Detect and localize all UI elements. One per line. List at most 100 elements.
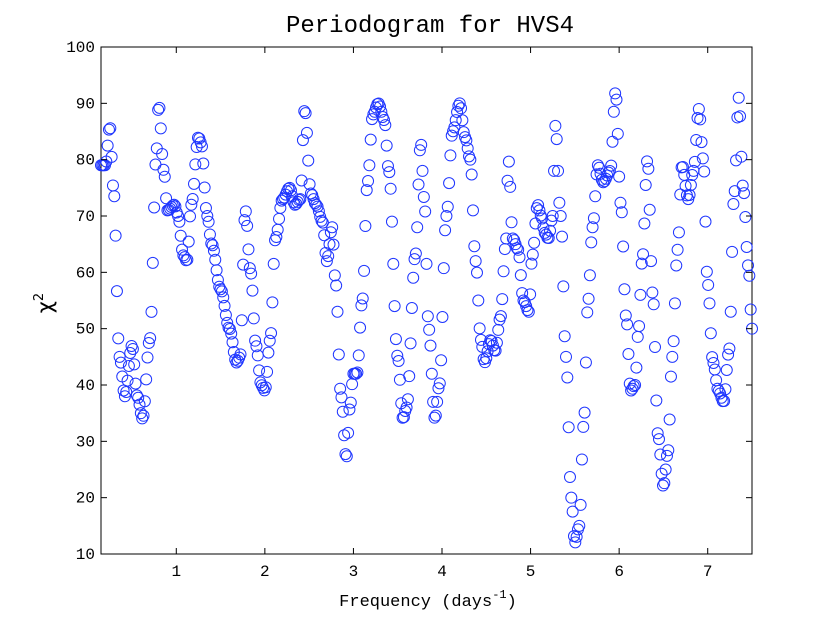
data-point (524, 288, 537, 301)
data-point (322, 250, 335, 263)
data-point (295, 174, 308, 187)
data-point (320, 255, 333, 268)
data-point (667, 335, 680, 348)
data-point (516, 287, 529, 300)
data-point (420, 257, 433, 270)
data-point (618, 283, 631, 296)
data-point (490, 336, 503, 349)
data-point (734, 110, 747, 123)
data-point (113, 350, 126, 363)
data-point (324, 226, 337, 239)
data-point (626, 382, 639, 395)
data-point (464, 153, 477, 166)
data-point (249, 334, 262, 347)
data-point (469, 255, 482, 268)
data-point (210, 264, 223, 277)
data-point (275, 194, 288, 207)
axis-ticks: 1 2 3 4 5 6 7 10 20 30 40 50 60 70 80 90 100 (66, 39, 752, 581)
data-point (122, 359, 135, 372)
data-point (239, 205, 252, 218)
data-point (502, 155, 515, 168)
data-point (428, 411, 441, 424)
data-point (198, 181, 211, 194)
data-point (641, 155, 654, 168)
data-point (157, 163, 170, 176)
data-point (214, 283, 227, 296)
data-point (501, 174, 514, 187)
data-point (627, 380, 640, 393)
data-point (250, 340, 263, 353)
data-point (621, 318, 634, 331)
data-point (448, 121, 461, 134)
data-point (243, 262, 256, 275)
data-point (315, 214, 328, 227)
data-point (512, 243, 525, 256)
data-point (732, 91, 745, 104)
data-point (425, 367, 438, 380)
data-point (642, 162, 655, 175)
data-point (358, 264, 371, 277)
data-point (409, 247, 422, 260)
data-point (492, 323, 505, 336)
x-axis-label-superscript: -1 (492, 588, 506, 602)
data-point (246, 284, 259, 297)
data-point (261, 365, 274, 378)
data-point (173, 215, 186, 228)
data-point (653, 433, 665, 446)
data-point (160, 192, 173, 205)
data-point (146, 256, 159, 269)
data-point (578, 406, 591, 419)
data-point (387, 257, 400, 270)
data-point (690, 133, 703, 146)
data-point (384, 182, 397, 195)
data-point (656, 479, 669, 492)
data-point (726, 245, 739, 258)
data-point (643, 203, 656, 216)
data-point (706, 351, 719, 364)
data-point (101, 139, 114, 152)
data-point (444, 149, 457, 162)
data-point (130, 389, 143, 402)
data-point (225, 327, 238, 340)
data-point (456, 114, 469, 127)
data-point (296, 134, 309, 147)
data-point (460, 134, 473, 147)
y-axis-label-text: χ (33, 301, 57, 313)
data-point (617, 240, 630, 253)
x-axis-label-text: Frequency (days (339, 593, 492, 612)
data-point (284, 184, 297, 197)
data-point (646, 286, 659, 299)
data-point (557, 280, 570, 293)
data-point (528, 236, 541, 249)
data-point (121, 374, 134, 387)
data-point (266, 296, 279, 309)
data-point (416, 164, 429, 177)
data-point (441, 200, 454, 213)
data-point (195, 140, 208, 153)
x-tick-label: 4 (437, 563, 447, 581)
data-point (522, 305, 535, 318)
data-point (383, 166, 396, 179)
data-point (563, 471, 576, 484)
data-point (440, 210, 453, 222)
data-point (550, 133, 563, 146)
data-point (607, 105, 620, 118)
data-point (467, 204, 479, 217)
y-tick-label: 80 (76, 152, 95, 170)
data-point (211, 273, 224, 286)
y-tick-label: 30 (76, 433, 95, 451)
data-point (148, 201, 161, 214)
data-point (104, 122, 117, 135)
data-point (735, 150, 748, 163)
data-point (672, 226, 685, 239)
data-point (190, 141, 203, 154)
data-point (129, 377, 142, 390)
data-point (634, 288, 647, 301)
data-point (738, 187, 751, 200)
data-point (188, 177, 200, 190)
data-point (718, 395, 731, 408)
data-point (415, 138, 428, 151)
data-point (323, 238, 336, 251)
data-point (112, 332, 125, 345)
data-point (554, 210, 567, 222)
